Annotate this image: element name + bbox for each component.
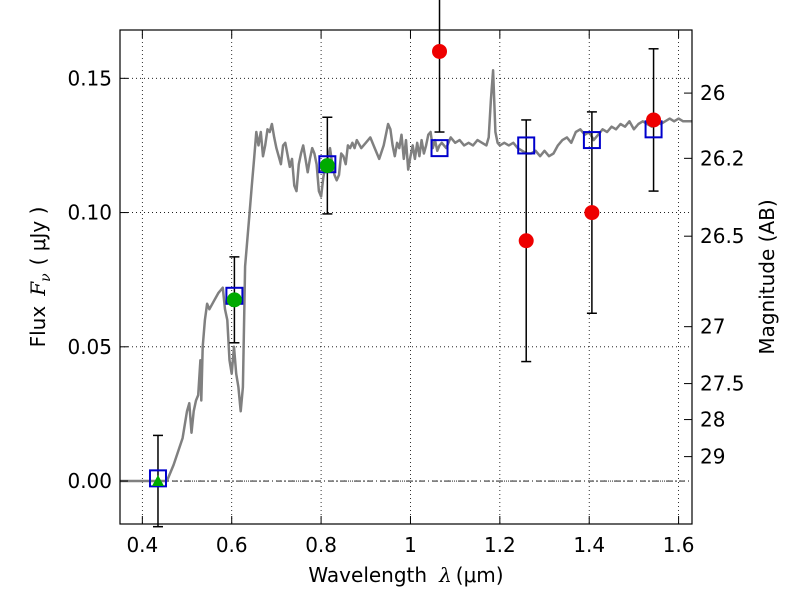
right-tick-label: 27 <box>700 315 725 339</box>
right-tick-label: 29 <box>700 445 725 469</box>
right-tick-label: 26 <box>700 81 725 105</box>
detection-point <box>646 112 662 128</box>
detection-point <box>518 233 534 249</box>
y-tick-label: 0.05 <box>67 335 112 359</box>
y-tick-label: 0.00 <box>67 469 112 493</box>
detection-point <box>584 205 600 221</box>
model-band-square <box>430 139 449 158</box>
right-tick-label: 28 <box>700 408 725 432</box>
x-tick-label: 1 <box>404 533 417 557</box>
x-tick-label: 1.4 <box>573 533 605 557</box>
plot-frame <box>119 29 693 525</box>
y-axis-ticks: 0.00 0.05 0.10 0.15 <box>67 66 128 493</box>
x-tick-label: 0.6 <box>216 533 248 557</box>
detection-point <box>319 158 335 174</box>
spectrum-line <box>120 69 692 483</box>
x-tick-label: 0.4 <box>126 533 158 557</box>
right-axis-ticks: 26 26.2 26.5 27 27.5 28 29 <box>684 81 745 469</box>
model-spectrum <box>120 69 692 483</box>
right-tick-label: 27.5 <box>700 372 745 396</box>
model-band-square <box>517 136 536 155</box>
y-tick-label: 0.15 <box>67 66 112 90</box>
right-tick-label: 26.2 <box>700 146 745 170</box>
detection-point <box>432 43 448 59</box>
right-tick-label: 26.5 <box>700 224 745 248</box>
grid <box>120 30 692 524</box>
x-tick-label: 1.2 <box>484 533 516 557</box>
detection-point <box>226 292 242 308</box>
x-tick-label: 1.6 <box>663 533 695 557</box>
model-band-square <box>582 131 601 150</box>
x-axis-ticks: 0.4 0.6 0.8 1 1.2 1.4 1.6 <box>126 30 695 557</box>
detection-triangle <box>151 475 164 487</box>
x-tick-label: 0.8 <box>305 533 337 557</box>
right-axis-title: Magnitude (AB) <box>755 199 779 354</box>
x-axis-title: Wavelength λ (μm) <box>308 563 503 587</box>
data-markers <box>148 43 663 488</box>
error-bars <box>152 0 659 528</box>
model-band-square <box>148 469 167 488</box>
y-tick-label: 0.10 <box>67 201 112 225</box>
y-axis-title: FluxFν( μJy ) <box>26 207 54 348</box>
